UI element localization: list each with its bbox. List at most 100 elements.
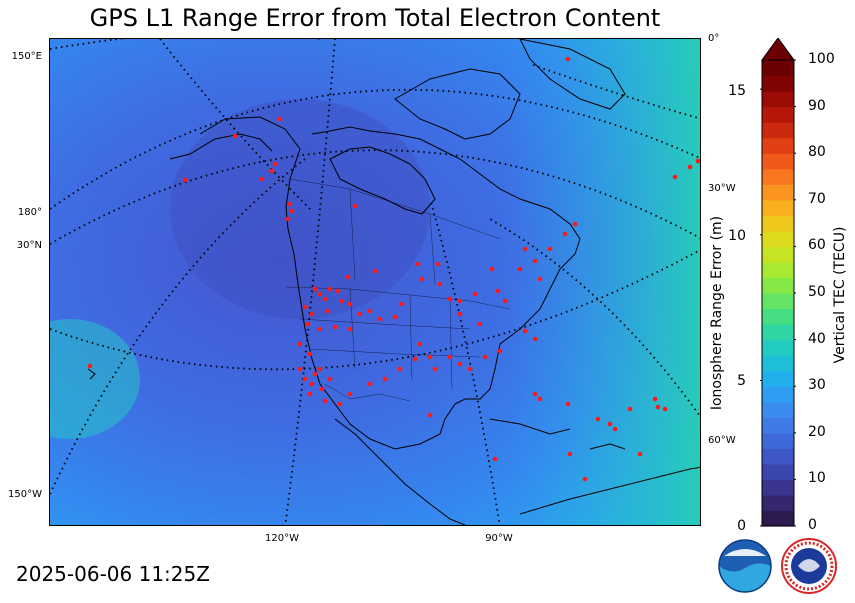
range-tick-5: 5 — [737, 373, 746, 389]
station-marker — [357, 311, 363, 317]
tec-map[interactable] — [49, 38, 701, 526]
colorbar-step — [762, 184, 794, 201]
station-marker — [347, 391, 353, 397]
station-marker — [397, 366, 403, 372]
station-marker — [427, 354, 433, 360]
station-marker — [399, 301, 405, 307]
station-marker — [269, 168, 275, 174]
station-marker — [352, 203, 358, 209]
station-marker — [412, 356, 418, 362]
colorbar-step — [762, 106, 794, 123]
station-marker — [522, 246, 528, 252]
station-marker — [537, 276, 543, 282]
station-marker — [655, 404, 661, 410]
colorbar-step — [762, 261, 794, 279]
station-marker — [532, 258, 538, 264]
station-marker — [415, 261, 421, 267]
colorbar-step — [762, 308, 794, 325]
tec-tick-label: 60 — [808, 237, 826, 254]
station-marker — [87, 363, 93, 369]
colorbar-step — [762, 122, 794, 139]
station-marker — [337, 401, 343, 407]
colorbar-step — [762, 432, 794, 449]
station-marker — [495, 288, 501, 294]
tec-tick-label: 20 — [808, 423, 826, 440]
colorbar-step — [762, 370, 794, 387]
station-marker — [309, 381, 315, 387]
colorbar-step — [762, 386, 794, 403]
tec-low-center — [170, 99, 430, 319]
range-tick-10: 10 — [728, 228, 746, 244]
grid-label-30w: 30°W — [708, 183, 736, 194]
colorbar-ticks — [760, 59, 796, 527]
colorbar-step — [762, 91, 794, 108]
colorbar-step — [762, 277, 794, 294]
colorbar-extend-arrow — [761, 38, 795, 61]
station-marker — [537, 396, 543, 402]
colorbar-step — [762, 75, 794, 92]
station-marker — [457, 298, 463, 304]
station-marker — [437, 281, 443, 287]
station-marker — [672, 174, 678, 180]
station-marker — [317, 366, 323, 372]
grid-label-120w: 120°W — [265, 533, 299, 544]
station-marker — [652, 396, 658, 402]
station-marker — [322, 296, 328, 302]
station-marker — [472, 291, 478, 297]
map-title: GPS L1 Range Error from Total Electron C… — [89, 4, 661, 32]
colorbar — [760, 38, 796, 527]
station-marker — [307, 391, 313, 397]
station-marker — [317, 326, 323, 332]
tec-tick-label: 100 — [808, 51, 835, 67]
station-marker — [305, 321, 311, 327]
colorbar-step — [762, 355, 794, 372]
station-marker — [662, 406, 668, 412]
station-marker — [517, 266, 523, 272]
station-marker — [347, 326, 353, 332]
grid-label-150e: 150°E — [11, 51, 42, 62]
station-marker — [457, 311, 463, 317]
station-marker — [432, 366, 438, 372]
station-marker — [312, 371, 318, 377]
station-marker — [312, 286, 318, 292]
station-marker — [327, 376, 333, 382]
station-marker — [345, 274, 351, 280]
range-error-axis-label: Ionosphere Range Error (m) — [709, 215, 725, 411]
tec-tick-label: 30 — [808, 377, 826, 394]
graticule — [50, 39, 700, 525]
station-marker — [427, 412, 433, 418]
grid-label-150w: 150°W — [8, 489, 42, 500]
station-marker — [309, 311, 315, 317]
station-marker — [287, 201, 293, 207]
colorbar-step — [762, 168, 794, 185]
colorbar-step — [762, 137, 794, 154]
gnss-stations — [87, 56, 700, 482]
colorbar-step — [762, 230, 794, 247]
station-marker — [627, 406, 633, 412]
station-marker — [367, 308, 373, 314]
station-marker — [595, 416, 601, 422]
station-marker — [565, 56, 571, 62]
station-marker — [435, 261, 441, 267]
station-marker — [572, 221, 578, 227]
agency-logos — [718, 538, 837, 594]
station-marker — [277, 116, 283, 122]
colorbar-step — [762, 215, 794, 232]
station-marker — [335, 288, 341, 294]
station-marker — [319, 386, 325, 392]
station-marker — [347, 301, 353, 307]
station-marker — [477, 321, 483, 327]
station-marker — [467, 366, 473, 372]
station-marker — [302, 376, 308, 382]
station-marker — [272, 161, 278, 167]
station-marker — [232, 133, 238, 139]
tec-axis-label: Vertical TEC (TECU) — [832, 226, 848, 364]
station-marker — [695, 158, 700, 164]
station-marker — [392, 314, 398, 320]
station-marker — [522, 328, 528, 334]
nws-logo — [781, 538, 837, 594]
station-marker — [332, 324, 338, 330]
station-marker — [419, 276, 425, 282]
colorbar-step — [762, 463, 794, 480]
station-marker — [532, 336, 538, 342]
